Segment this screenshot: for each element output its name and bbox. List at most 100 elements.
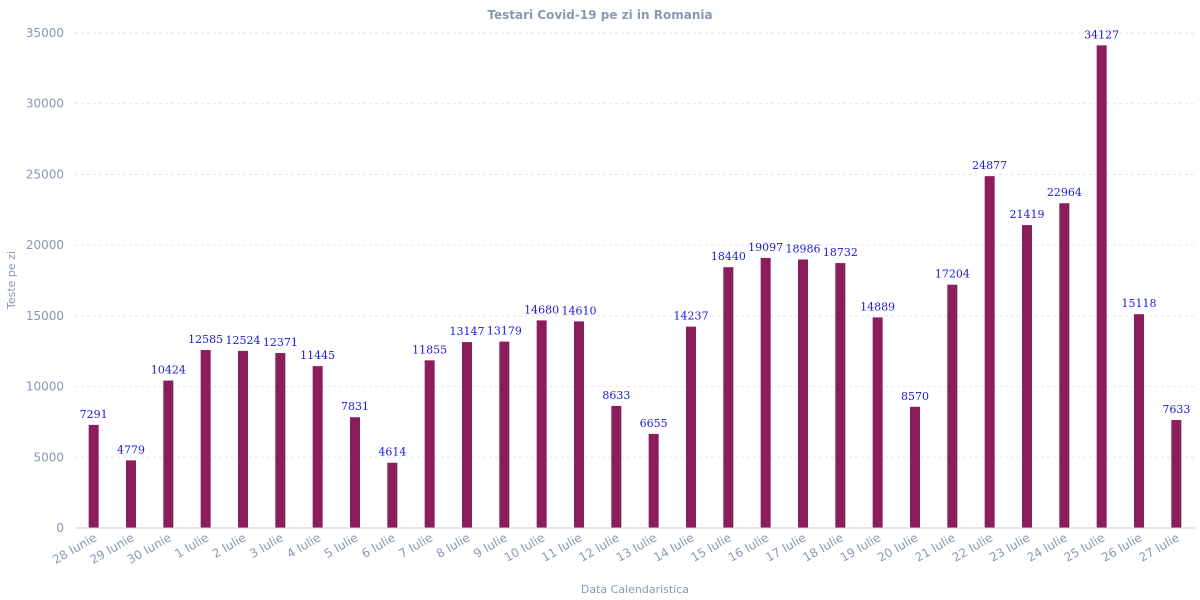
data-label: 10424	[151, 364, 186, 377]
x-tick-label: 8 Iulie	[434, 530, 473, 560]
bar	[984, 176, 995, 528]
x-tick-label: 15 Iulie	[688, 530, 733, 564]
bar	[536, 320, 547, 528]
data-label: 24877	[972, 159, 1007, 172]
y-tick-label: 35000	[26, 26, 64, 40]
x-tick-label: 14 Iulie	[651, 530, 696, 564]
bar	[200, 350, 211, 528]
data-label: 4614	[378, 446, 406, 459]
data-label: 19097	[748, 241, 783, 254]
x-tick-label: 22 Iulie	[950, 530, 995, 564]
bar	[424, 360, 435, 528]
bar	[760, 257, 771, 528]
y-tick-label: 20000	[26, 238, 64, 252]
data-label: 14889	[860, 300, 895, 313]
bar	[798, 259, 808, 528]
data-label: 13179	[487, 325, 522, 338]
data-label: 34127	[1084, 28, 1119, 41]
x-axis-title: Data Calendaristica	[581, 583, 689, 596]
bar	[387, 462, 398, 528]
x-tick-label: 19 Iulie	[838, 530, 883, 564]
data-label: 4779	[117, 443, 145, 456]
x-tick-label: 1 Iulie	[172, 530, 211, 560]
bar	[312, 366, 323, 528]
x-tick-label: 23 Iulie	[987, 530, 1032, 564]
data-label: 8570	[901, 390, 929, 403]
data-label: 11445	[300, 349, 335, 362]
bar	[275, 353, 286, 528]
data-label: 12585	[188, 333, 223, 346]
bar	[723, 267, 734, 528]
bar	[835, 263, 846, 528]
data-label: 18440	[711, 250, 746, 263]
x-tick-label: 24 Iulie	[1024, 530, 1069, 564]
bar	[1096, 45, 1107, 529]
bar	[1059, 203, 1070, 528]
y-axis-title: Teste pe zi	[5, 251, 18, 310]
data-label: 18986	[786, 242, 821, 255]
y-axis-ticks: 0 5000 10000 15000 20000 25000 30000 35000	[26, 26, 64, 535]
data-label: 17204	[935, 268, 970, 281]
x-tick-label: 2 Iulie	[210, 530, 249, 560]
x-tick-label: 10 Iulie	[502, 530, 547, 564]
bar	[910, 406, 920, 528]
x-tick-label: 20 Iulie	[875, 530, 920, 564]
y-tick-label: 25000	[26, 167, 64, 181]
x-tick-label: 17 Iulie	[763, 530, 808, 564]
gridlines	[75, 32, 1195, 458]
bar	[462, 342, 472, 528]
x-tick-label: 18 Iulie	[800, 530, 845, 564]
bar	[686, 326, 696, 528]
x-tick-label: 7 Iulie	[396, 530, 435, 560]
x-tick-label: 16 Iulie	[726, 530, 771, 564]
y-tick-label: 0	[56, 521, 64, 535]
data-label: 8633	[602, 389, 630, 402]
chart-title: Testari Covid-19 pe zi in Romania	[487, 8, 712, 22]
x-tick-label: 27 Iulie	[1136, 530, 1181, 564]
bar	[947, 284, 958, 528]
y-tick-label: 5000	[33, 450, 64, 464]
x-tick-label: 6 Iulie	[359, 530, 398, 560]
y-tick-label: 15000	[26, 309, 64, 323]
bar	[872, 317, 883, 528]
data-label: 12524	[226, 334, 261, 347]
data-label: 7633	[1162, 403, 1190, 416]
x-tick-label: 3 Iulie	[247, 530, 286, 560]
data-label: 15118	[1122, 297, 1157, 310]
bar	[648, 433, 659, 528]
bar	[163, 380, 174, 528]
data-label: 7831	[341, 400, 369, 413]
bar	[238, 350, 248, 528]
y-tick-label: 30000	[26, 97, 64, 111]
data-label: 14680	[524, 303, 559, 316]
data-label: 18732	[823, 246, 858, 259]
data-label: 6655	[640, 417, 668, 430]
data-label: 7291	[80, 408, 108, 421]
data-label: 12371	[263, 336, 298, 349]
x-tick-label: 13 Iulie	[614, 530, 659, 564]
bars	[88, 45, 1182, 529]
x-tick-label: 11 Iulie	[539, 530, 584, 564]
bar	[126, 460, 136, 528]
x-tick-label: 21 Iulie	[912, 530, 957, 564]
y-tick-label: 10000	[26, 380, 64, 394]
x-tick-label: 5 Iulie	[322, 530, 361, 560]
bar	[611, 405, 622, 528]
x-tick-label: 25 Iulie	[1062, 530, 1107, 564]
bar	[1022, 225, 1032, 528]
data-label: 22964	[1047, 186, 1082, 199]
data-label: 14237	[674, 310, 709, 323]
x-tick-label: 12 Iulie	[576, 530, 621, 564]
data-label: 21419	[1010, 208, 1045, 221]
bar	[88, 424, 99, 528]
bar	[574, 321, 584, 528]
x-tick-label: 26 Iulie	[1099, 530, 1144, 564]
bar	[350, 417, 360, 528]
bar	[499, 341, 510, 528]
data-label: 13147	[450, 325, 485, 338]
data-label: 14610	[562, 304, 597, 317]
data-label: 11855	[412, 343, 447, 356]
